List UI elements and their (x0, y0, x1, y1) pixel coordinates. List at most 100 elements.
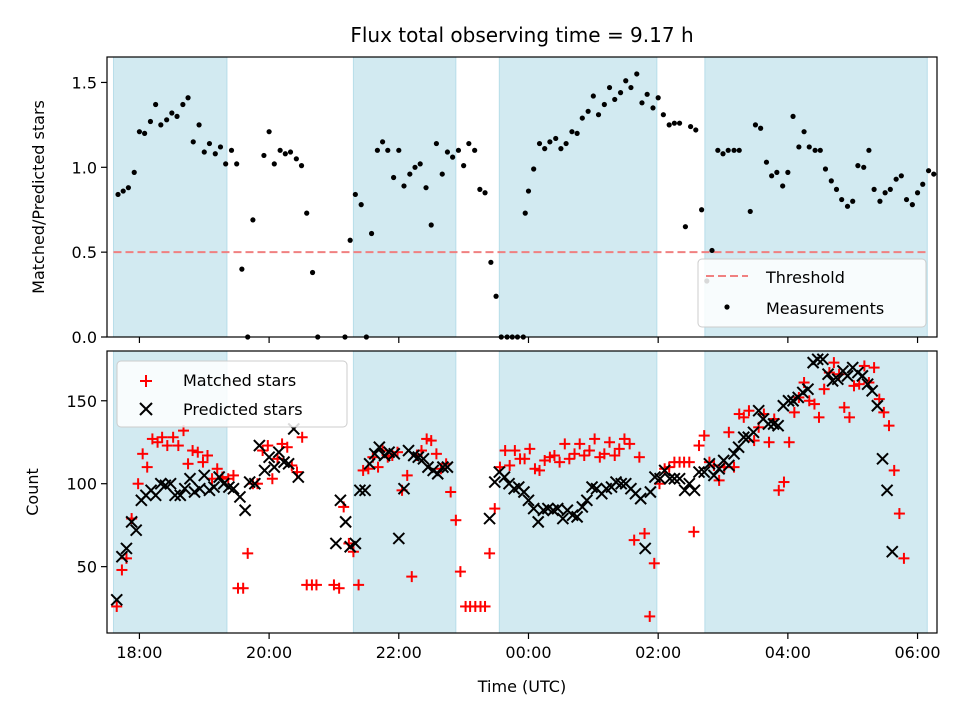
measurement-point (223, 161, 229, 167)
measurement-point (585, 108, 591, 114)
measurement-point (780, 183, 786, 189)
predicted-star-point (125, 515, 138, 529)
legend-threshold-label: Threshold (765, 268, 845, 287)
predicted-star-point (668, 472, 681, 485)
measurement-point (617, 90, 624, 96)
shaded-interval (112, 56, 228, 338)
y-tick-label: 1.5 (72, 73, 97, 92)
measurement-point (574, 130, 580, 136)
predicted-star-point (498, 470, 511, 484)
top-shaded-intervals (112, 56, 928, 338)
top-plot-frame (106, 56, 938, 338)
matched-star-point (743, 405, 755, 417)
predicted-star-point (532, 515, 545, 529)
measurement-point (293, 156, 299, 162)
measurement-point (850, 198, 856, 204)
matched-star-point (868, 362, 880, 374)
matched-star-point (211, 463, 223, 475)
measurement-point (812, 147, 818, 153)
matched-star-point (683, 456, 695, 468)
predicted-star-point (392, 532, 406, 545)
measurement-point (153, 101, 159, 108)
measurement-point (164, 117, 170, 123)
measurement-point (190, 139, 196, 145)
matched-star-point (296, 431, 308, 443)
bottom-y-axis-label: Count (23, 468, 42, 516)
measurement-point (547, 139, 553, 145)
predicted-star-point (816, 353, 830, 366)
matched-star-point (192, 446, 204, 458)
top-panel: 0.0 0.5 1.0 1.5 Matched/Predicted stars Thr… (29, 56, 938, 347)
predicted-star-point (782, 394, 795, 407)
matched-star-point (574, 438, 586, 450)
measurement-point (725, 147, 731, 153)
matched-star-point (578, 450, 590, 462)
measurement-point (304, 210, 310, 216)
matched-star-point (828, 357, 840, 369)
top-y-axis-label: Matched/Predicted stars (29, 100, 48, 294)
matched-star-point (489, 503, 501, 515)
matched-star-point (519, 453, 531, 465)
predicted-star-point (339, 515, 352, 529)
matched-star-point (353, 579, 365, 591)
predicted-star-point (253, 439, 266, 452)
measurement-point (893, 176, 899, 182)
measurement-point (201, 149, 207, 155)
predicted-star-point (149, 489, 162, 502)
measurement-point (407, 171, 413, 177)
predicted-star-point (856, 369, 869, 383)
predicted-star-point (248, 477, 262, 490)
matched-star-point (589, 433, 601, 445)
measurement-point (115, 191, 121, 198)
predicted-star-point (722, 459, 736, 472)
predicted-star-point (272, 445, 286, 459)
matched-star-point (609, 450, 621, 462)
matched-star-point (534, 464, 546, 476)
measurement-point (752, 122, 759, 128)
measurement-point (542, 146, 548, 152)
measurement-point (634, 71, 640, 77)
predicted-star-point (841, 369, 854, 383)
x-tick-label: 04:00 (765, 643, 811, 662)
matched-star-point (893, 508, 905, 520)
bottom-legend: Matched stars Predicted stars (116, 360, 348, 428)
matched-star-point (644, 610, 656, 622)
matched-star-point (613, 443, 625, 455)
predicted-star-point (388, 447, 401, 461)
legend-matched-label: Matched stars (183, 371, 296, 390)
measurement-point (352, 191, 358, 198)
shaded-interval (498, 56, 658, 338)
predicted-star-point (692, 465, 706, 479)
x-tick-label: 20:00 (246, 643, 292, 662)
predicted-star-point (752, 404, 765, 417)
matched-star-point (878, 406, 890, 418)
measurement-point (806, 144, 812, 150)
measurement-point (671, 120, 677, 126)
measurement-point (466, 140, 472, 147)
shaded-interval (704, 350, 928, 634)
predicted-star-point (522, 494, 535, 507)
predicted-star-point (861, 377, 874, 391)
measurement-point (595, 112, 602, 118)
matched-star-point (401, 469, 413, 481)
matched-star-point (818, 383, 830, 395)
measurement-point (309, 269, 316, 276)
predicted-star-point (436, 460, 450, 474)
bottom-x-ticks: 18:00 20:00 22:00 00:00 02:00 04:00 06:00 (116, 633, 941, 662)
predicted-star-point (115, 550, 129, 563)
measurement-point (747, 208, 753, 215)
matched-star-point (624, 438, 636, 450)
measurement-point (709, 247, 715, 254)
matched-star-point (763, 436, 775, 448)
predicted-star-point (164, 477, 177, 490)
measurement-point (817, 147, 823, 153)
measurement-point (455, 147, 462, 153)
matched-star-point (167, 431, 179, 443)
matched-star-point (137, 448, 149, 460)
measurement-point (903, 196, 910, 203)
measurement-point (142, 130, 148, 136)
predicted-star-point (683, 477, 696, 490)
matched-star-point (310, 579, 322, 591)
matched-star-point (738, 411, 750, 423)
matched-star-point (430, 448, 442, 460)
